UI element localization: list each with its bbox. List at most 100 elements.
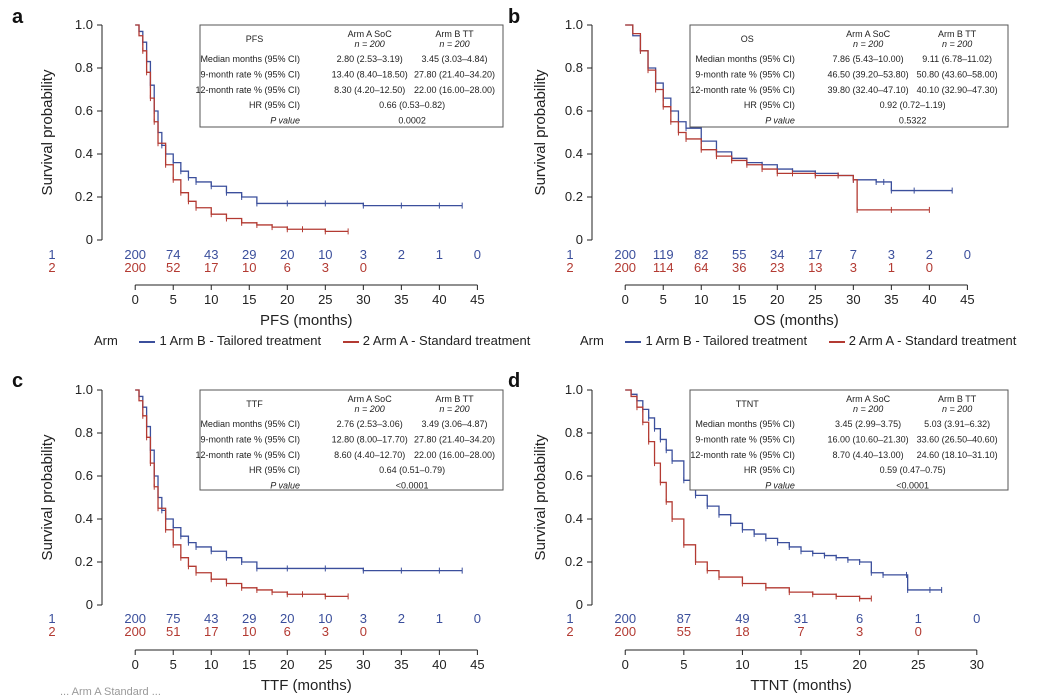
y-tick-label: 0.8 xyxy=(565,425,583,440)
risk-count-arm-a: 1 xyxy=(888,260,895,275)
footer-text: ... Arm A Standard ... xyxy=(60,686,161,698)
risk-count-arm-b: 17 xyxy=(808,247,822,262)
risk-count-arm-a: 64 xyxy=(694,260,708,275)
x-axis-label: OS (months) xyxy=(754,312,839,329)
stats-value-arm-b: 33.60 (26.50–40.60) xyxy=(917,434,998,444)
risk-count-arm-a: 52 xyxy=(166,260,180,275)
stats-p-value: <0.0001 xyxy=(896,481,929,491)
risk-count-arm-b: 1 xyxy=(915,611,922,626)
x-tick-label: 5 xyxy=(660,292,667,307)
stats-p-value: 0.5322 xyxy=(899,116,927,126)
stats-p-label: P value xyxy=(765,481,795,491)
risk-count-arm-b: 2 xyxy=(926,247,933,262)
risk-count-arm-a: 200 xyxy=(124,624,146,639)
stats-hr-label: HR (95% CI) xyxy=(744,100,795,110)
legend-swatch-arm-b xyxy=(625,340,642,343)
stats-value-arm-a: 7.86 (5.43–10.00) xyxy=(833,54,904,64)
risk-count-arm-a: 0 xyxy=(915,624,922,639)
stats-value-arm-b: 22.00 (16.00–28.00) xyxy=(414,450,495,460)
stats-p-label: P value xyxy=(765,116,795,126)
stats-table xyxy=(199,389,504,491)
risk-count-arm-a: 17 xyxy=(204,260,218,275)
y-tick-label: 0 xyxy=(86,597,93,612)
stats-value-arm-b: 3.45 (3.03–4.84) xyxy=(421,54,487,64)
x-tick-label: 15 xyxy=(242,292,256,307)
risk-count-arm-b: 20 xyxy=(280,611,294,626)
risk-count-arm-b: 0 xyxy=(973,611,980,626)
stats-hr-value: 0.59 (0.47–0.75) xyxy=(880,465,946,475)
stats-row-label: 9-month rate % (95% CI) xyxy=(695,434,795,444)
y-axis-label: Survival probability xyxy=(532,434,549,560)
risk-count-arm-b: 31 xyxy=(794,611,808,626)
risk-row-label-arm-a: 2 xyxy=(566,260,573,275)
km-curve-arm-a xyxy=(625,389,872,600)
stats-row-label: Median months (95% CI) xyxy=(200,54,300,64)
risk-count-arm-a: 6 xyxy=(284,624,291,639)
y-axis-label: Survival probability xyxy=(532,69,549,195)
panel-letter-a: a xyxy=(12,6,24,28)
stats-value-arm-a: 2.80 (2.53–3.19) xyxy=(337,54,403,64)
x-tick-label: 0 xyxy=(622,657,629,672)
risk-count-arm-b: 1 xyxy=(436,611,443,626)
x-tick-label: 25 xyxy=(911,657,925,672)
x-tick-label: 10 xyxy=(735,657,749,672)
stats-value-arm-b: 22.00 (16.00–28.00) xyxy=(414,85,495,95)
stats-n-arm-b: n = 200 xyxy=(439,39,469,49)
y-tick-label: 0.6 xyxy=(565,103,583,118)
legend-item-arm-b: 1 Arm B - Tailored treatment xyxy=(139,333,321,348)
stats-endpoint: OS xyxy=(741,34,754,44)
panel-letter-c: c xyxy=(12,370,24,392)
risk-count-arm-b: 29 xyxy=(242,247,256,262)
stats-value-arm-b: 24.60 (18.10–31.10) xyxy=(917,450,998,460)
stats-value-arm-a: 46.50 (39.20–53.80) xyxy=(828,69,909,79)
stats-table xyxy=(689,24,1009,128)
stats-table xyxy=(689,389,1009,491)
risk-count-arm-b: 200 xyxy=(124,247,146,262)
x-tick-label: 30 xyxy=(356,292,370,307)
x-tick-label: 30 xyxy=(356,657,370,672)
risk-count-arm-b: 82 xyxy=(694,247,708,262)
risk-count-arm-b: 10 xyxy=(318,247,332,262)
stats-header-arm-a: Arm A SoC xyxy=(846,29,891,39)
x-axis-label: TTF (months) xyxy=(261,677,352,694)
risk-count-arm-a: 6 xyxy=(284,260,291,275)
legend-item-arm-a: 2 Arm A - Standard treatment xyxy=(828,333,1016,348)
stats-row-label: 12-month rate % (95% CI) xyxy=(195,85,300,95)
risk-count-arm-a: 3 xyxy=(856,624,863,639)
y-tick-label: 1.0 xyxy=(565,382,583,397)
km-curve-arm-a xyxy=(625,24,930,211)
y-tick-label: 0.2 xyxy=(565,189,583,204)
x-tick-label: 20 xyxy=(280,657,294,672)
x-tick-label: 0 xyxy=(622,292,629,307)
y-tick-label: 0.2 xyxy=(75,189,93,204)
stats-table xyxy=(199,24,504,128)
risk-count-arm-b: 200 xyxy=(124,611,146,626)
km-curve-arm-b xyxy=(135,24,463,207)
stats-value-arm-b: 40.10 (32.90–47.30) xyxy=(917,85,998,95)
risk-count-arm-a: 10 xyxy=(242,260,256,275)
risk-count-arm-b: 74 xyxy=(166,247,180,262)
stats-row-label: 9-month rate % (95% CI) xyxy=(695,69,795,79)
stats-value-arm-a: 16.00 (10.60–21.30) xyxy=(828,434,909,444)
y-tick-label: 0.8 xyxy=(75,425,93,440)
x-tick-label: 40 xyxy=(922,292,936,307)
y-tick-label: 0.6 xyxy=(75,468,93,483)
legend-swatch-arm-b xyxy=(139,340,156,343)
stats-row-label: 12-month rate % (95% CI) xyxy=(690,450,795,460)
x-tick-label: 45 xyxy=(960,292,974,307)
x-tick-label: 10 xyxy=(694,292,708,307)
x-tick-label: 20 xyxy=(280,292,294,307)
risk-count-arm-a: 18 xyxy=(735,624,749,639)
y-tick-label: 0.4 xyxy=(565,511,583,526)
stats-p-label: P value xyxy=(270,481,300,491)
risk-count-arm-a: 51 xyxy=(166,624,180,639)
risk-count-arm-b: 3 xyxy=(360,247,367,262)
x-tick-label: 45 xyxy=(470,292,484,307)
risk-count-arm-a: 36 xyxy=(732,260,746,275)
x-tick-label: 10 xyxy=(204,657,218,672)
stats-n-arm-a: n = 200 xyxy=(853,404,883,414)
stats-p-value: <0.0001 xyxy=(396,481,429,491)
risk-row-label-arm-b: 1 xyxy=(566,611,573,626)
